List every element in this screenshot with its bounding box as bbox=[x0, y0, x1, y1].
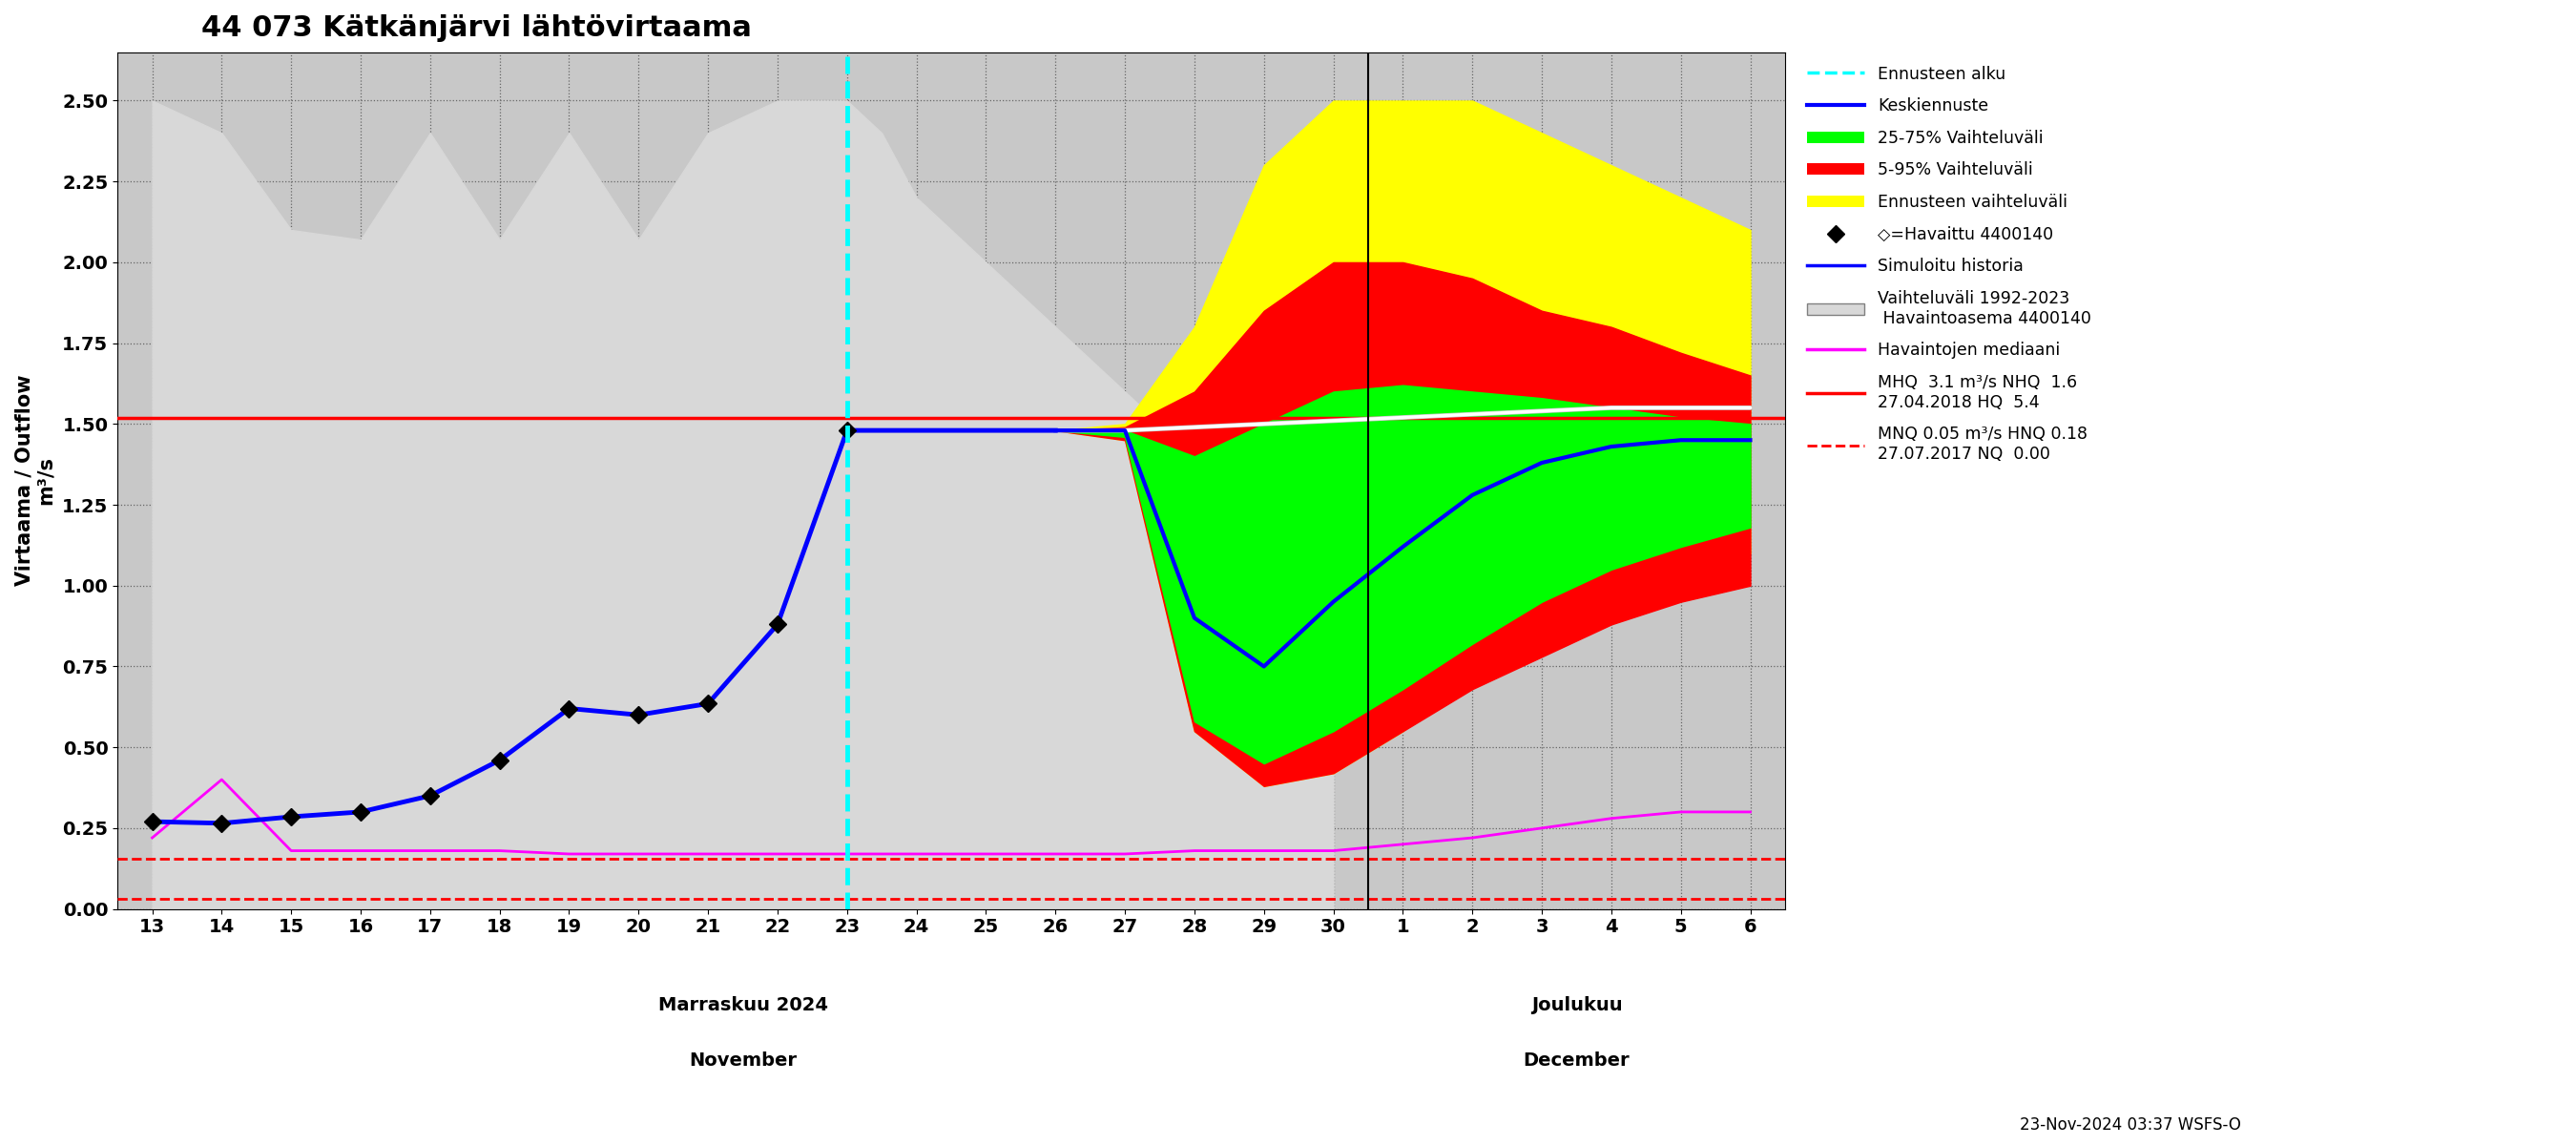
Text: Joulukuu: Joulukuu bbox=[1530, 996, 1623, 1014]
Text: December: December bbox=[1522, 1051, 1631, 1069]
Text: 44 073 Kätkänjärvi lähtövirtaama: 44 073 Kätkänjärvi lähtövirtaama bbox=[201, 14, 752, 42]
Text: Marraskuu 2024: Marraskuu 2024 bbox=[657, 996, 827, 1014]
Text: 23-Nov-2024 03:37 WSFS-O: 23-Nov-2024 03:37 WSFS-O bbox=[2020, 1116, 2241, 1134]
Legend: Ennusteen alku, Keskiennuste, 25-75% Vaihteluväli, 5-95% Vaihteluväli, Ennusteen: Ennusteen alku, Keskiennuste, 25-75% Vai… bbox=[1801, 61, 2097, 468]
Text: November: November bbox=[688, 1051, 796, 1069]
Y-axis label: Virtaama / Outflow
m³/s: Virtaama / Outflow m³/s bbox=[15, 374, 57, 586]
